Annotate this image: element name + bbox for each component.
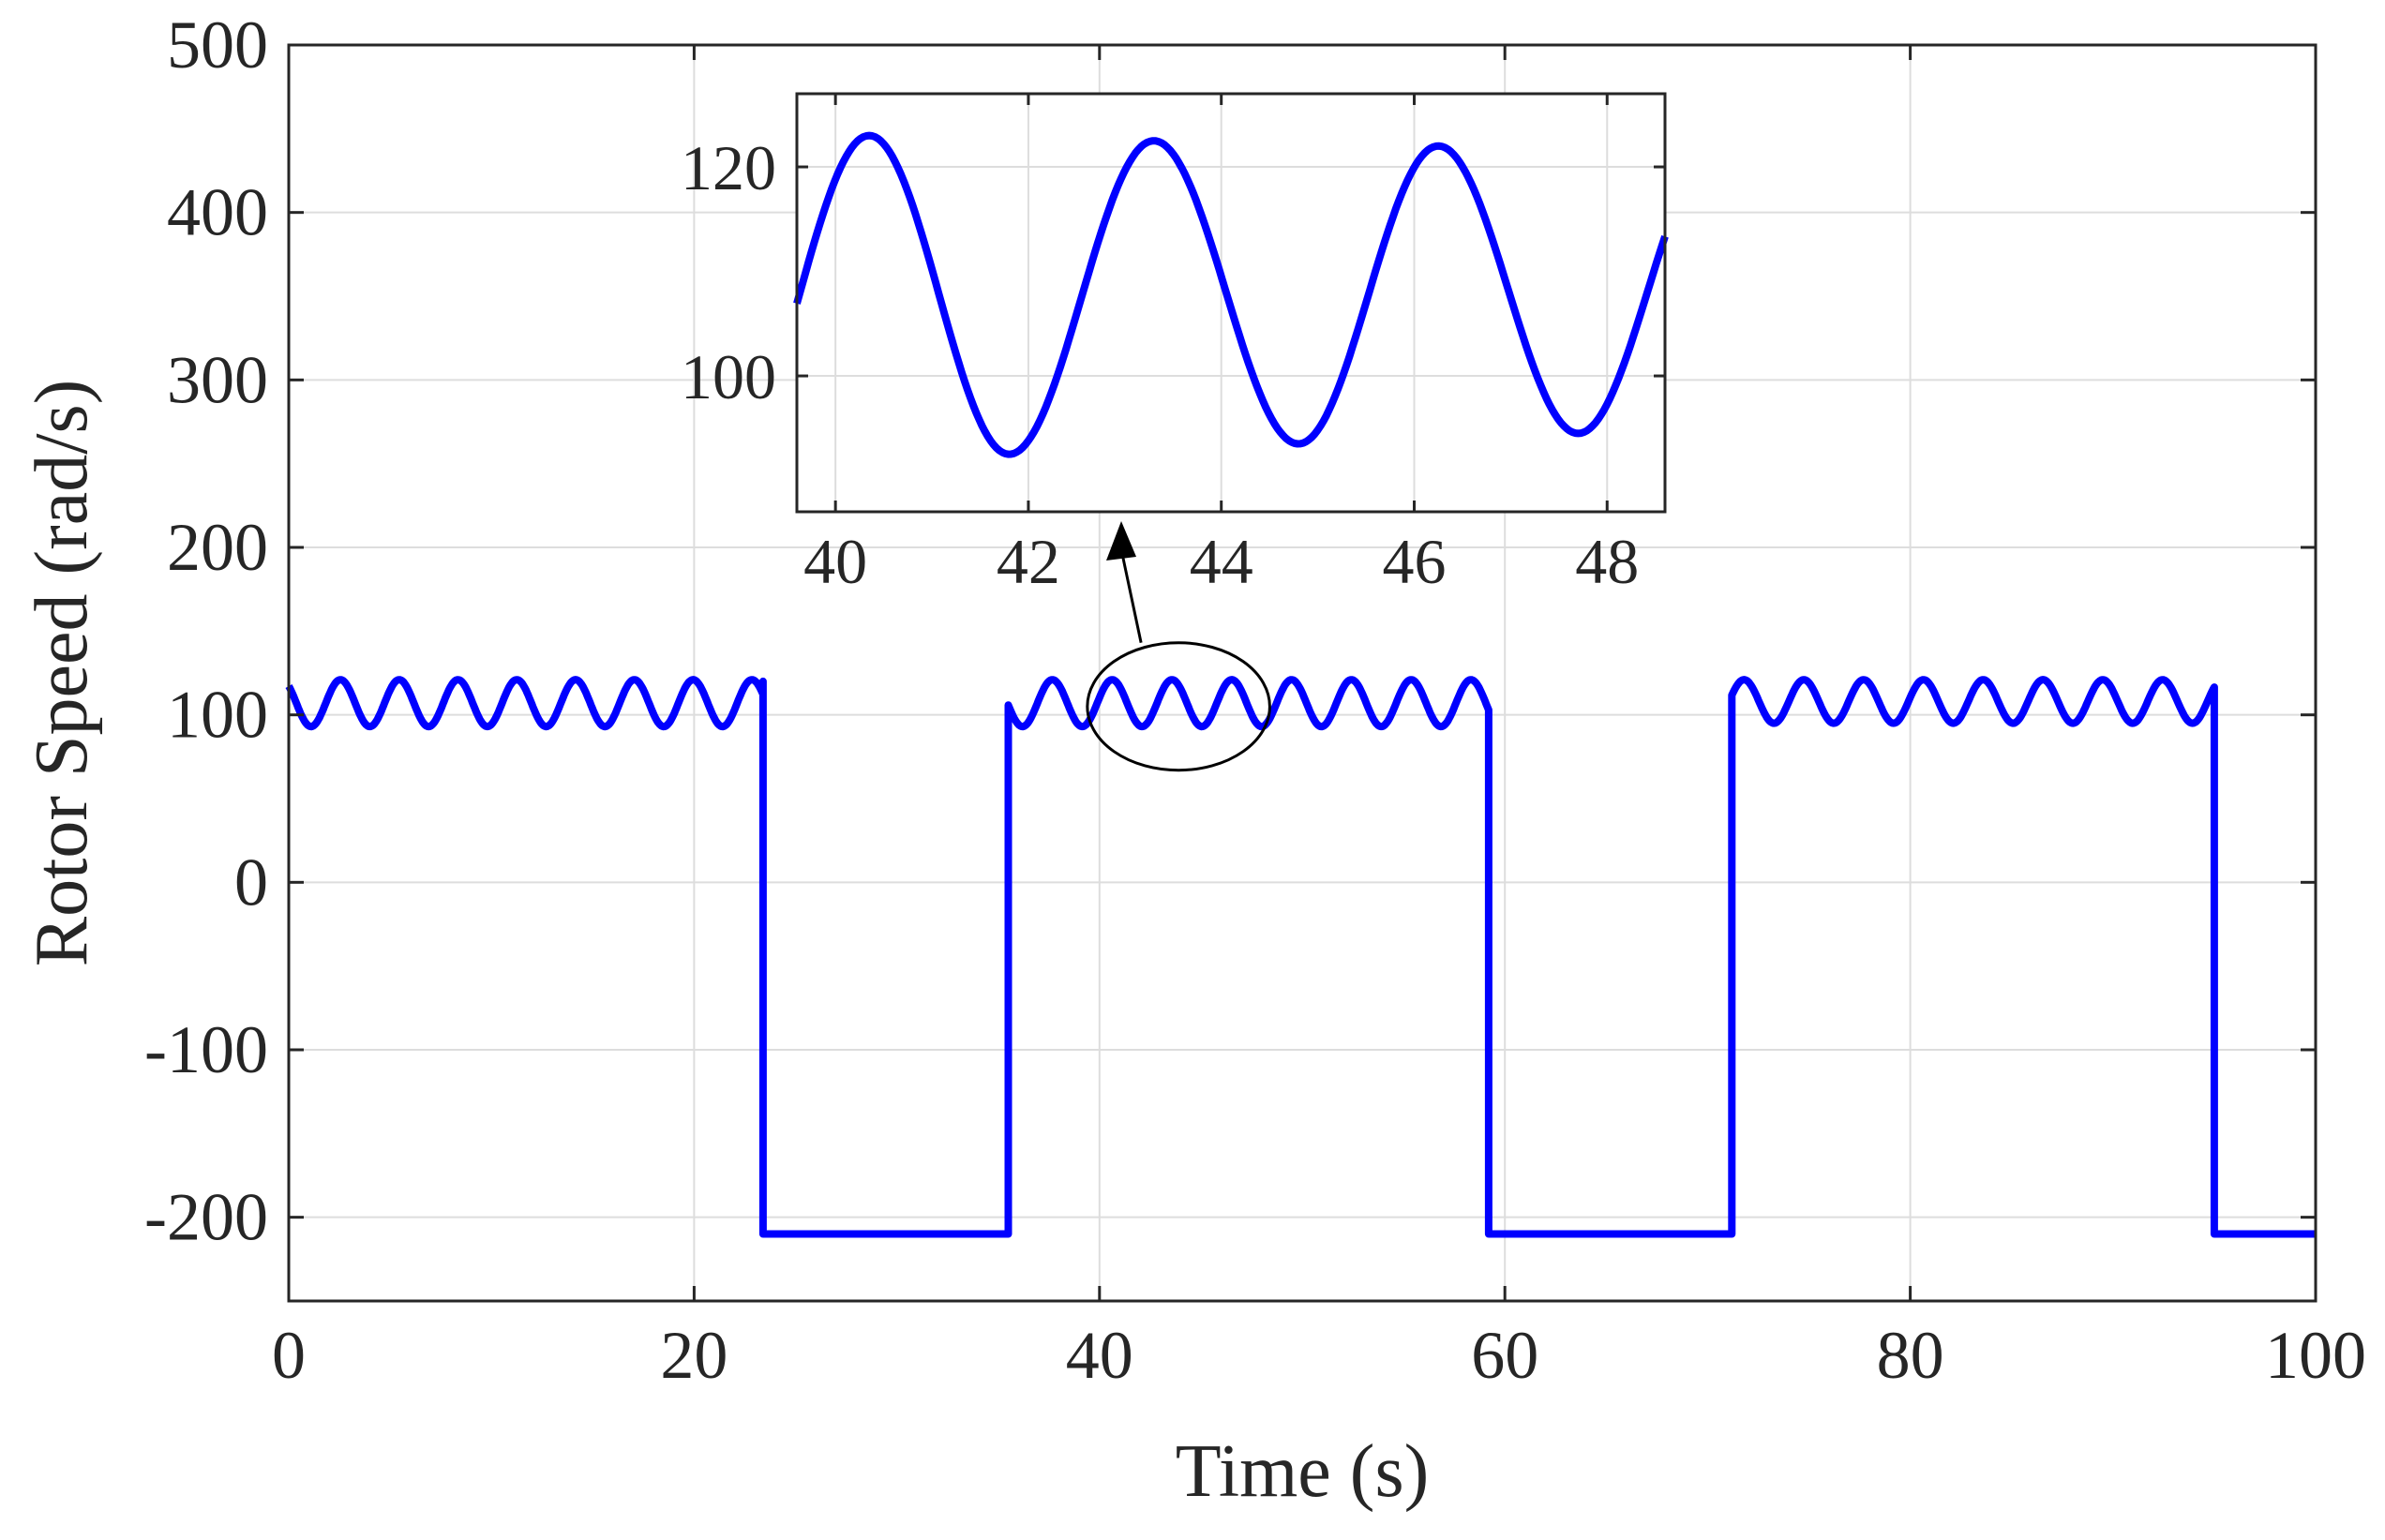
inset-series-group [793, 131, 1669, 458]
inset-y-tick-label: 100 [681, 341, 776, 412]
main-series-group [285, 676, 2316, 1238]
main-x-tick-label: 40 [1066, 1318, 1133, 1393]
main-y-tick-label: 400 [167, 175, 268, 250]
zoom-arrow-head [1106, 521, 1136, 561]
y-axis-title: Rotor Speed (rad/s) [21, 380, 103, 967]
zoom-annotation [1086, 521, 1271, 772]
main-plot-frame [287, 43, 2318, 1303]
inset-ticks: 40 42 44 46 48 100 120 [681, 94, 1665, 597]
inset-x-tick-label: 48 [1575, 526, 1639, 597]
inset-plot-frame [795, 92, 1667, 514]
main-y-tick-label: -100 [144, 1012, 268, 1087]
main-y-tick-label: 300 [167, 342, 268, 417]
zoom-arrow-shaft [1119, 548, 1143, 644]
zoom-ellipse [1086, 641, 1271, 772]
inset-x-tick-label: 40 [803, 526, 867, 597]
main-y-tick-label: 100 [167, 678, 268, 753]
inset-series-line [793, 131, 1669, 458]
main-x-tick-label: 20 [660, 1318, 728, 1393]
inset-x-tick-label: 42 [997, 526, 1060, 597]
x-axis-title: Time (s) [1176, 1430, 1429, 1513]
main-ticks: 0 20 40 60 80 100 -200 -100 0 100 200 300 400 500 [144, 7, 2366, 1393]
main-x-tick-label: 80 [1877, 1318, 1944, 1393]
main-series-line [285, 676, 2316, 1238]
main-y-tick-label: -200 [144, 1180, 268, 1255]
main-y-tick-label: 500 [167, 7, 268, 82]
inset-y-tick-label: 120 [681, 132, 776, 203]
inset-x-tick-label: 44 [1190, 526, 1253, 597]
main-x-tick-label: 60 [1471, 1318, 1538, 1393]
main-y-tick-label: 200 [167, 510, 268, 585]
inset-x-tick-label: 46 [1382, 526, 1446, 597]
main-x-tick-label: 0 [272, 1318, 306, 1393]
main-x-tick-label: 100 [2265, 1318, 2366, 1393]
main-y-tick-label: 0 [234, 845, 268, 920]
